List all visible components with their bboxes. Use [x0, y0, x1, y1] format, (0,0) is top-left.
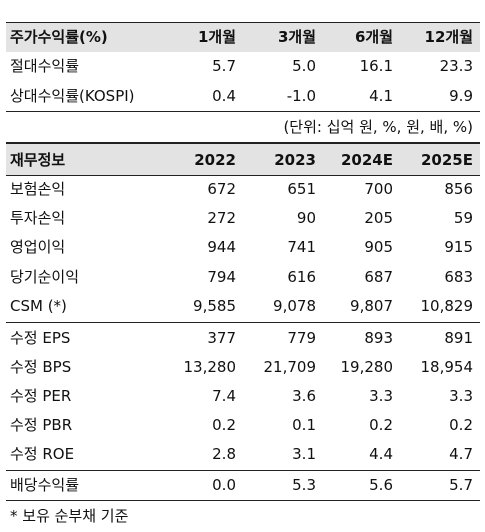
row-label: 배당수익률 [10, 476, 80, 494]
row-value: 683 [444, 268, 473, 286]
header-label: 재무정보 [10, 151, 66, 169]
row-value: 672 [207, 180, 236, 198]
row-value: 5.0 [292, 57, 316, 75]
header-value: 2025E [421, 151, 473, 169]
row-value: 4.7 [449, 445, 473, 463]
row-label: 수정 EPS [10, 329, 71, 347]
row-value: 0.2 [369, 416, 393, 434]
row-value: 9,807 [350, 297, 393, 315]
rule [6, 22, 480, 23]
row-value: 687 [364, 268, 393, 286]
row-value: 5.3 [292, 476, 316, 494]
row-label: 영업이익 [10, 238, 66, 256]
row-label: 당기순이익 [10, 268, 80, 286]
row-value: 856 [444, 180, 473, 198]
header-value: 1개월 [197, 28, 236, 46]
row-label: CSM (*) [10, 297, 67, 315]
header-label: 주가수익률(%) [10, 28, 108, 46]
row-value: 7.4 [212, 387, 236, 405]
row-value: 5.7 [212, 57, 236, 75]
row-label: 절대수익률 [10, 57, 80, 75]
rule [6, 470, 480, 471]
row-value: 9.9 [449, 87, 473, 105]
row-value: 0.0 [212, 476, 236, 494]
header-band [6, 22, 480, 52]
row-value: 651 [287, 180, 316, 198]
row-value: 4.1 [369, 87, 393, 105]
row-value: 5.6 [369, 476, 393, 494]
row-label: 투자손익 [10, 209, 66, 227]
row-label: 수정 PBR [10, 416, 73, 434]
row-value: 700 [364, 180, 393, 198]
row-value: 377 [207, 329, 236, 347]
row-value: 0.2 [449, 416, 473, 434]
header-value: 2022 [194, 151, 236, 169]
row-value: 205 [364, 209, 393, 227]
row-value: 3.1 [292, 445, 316, 463]
row-value: 915 [444, 238, 473, 256]
row-label: 수정 BPS [10, 358, 72, 376]
header-value: 2024E [341, 151, 393, 169]
row-value: 19,280 [340, 358, 394, 376]
row-value: 794 [207, 268, 236, 286]
row-value: 9,078 [273, 297, 316, 315]
row-value: 3.6 [292, 387, 316, 405]
row-value: 3.3 [369, 387, 393, 405]
row-value: 21,709 [263, 358, 317, 376]
row-value: 616 [287, 268, 316, 286]
row-value: 18,954 [420, 358, 474, 376]
row-value: 891 [444, 329, 473, 347]
row-value: 944 [207, 238, 236, 256]
footnote: * 보유 순부채 기준 [10, 507, 129, 525]
row-value: 2.8 [212, 445, 236, 463]
row-value: 59 [453, 209, 473, 227]
row-value: 0.2 [212, 416, 236, 434]
row-value: 0.4 [212, 87, 236, 105]
row-value: 5.7 [449, 476, 473, 494]
rule [6, 142, 480, 144]
row-value: 13,280 [183, 358, 237, 376]
header-value: 6개월 [354, 28, 393, 46]
row-value: 9,585 [193, 297, 236, 315]
row-label: 상대수익률(KOSPI) [10, 87, 135, 105]
row-value: 779 [287, 329, 316, 347]
row-value: 905 [364, 238, 393, 256]
row-value: 741 [287, 238, 316, 256]
row-value: 4.4 [369, 445, 393, 463]
row-value: 893 [364, 329, 393, 347]
header-value: 3개월 [277, 28, 316, 46]
row-value: 10,829 [420, 297, 474, 315]
rule [6, 111, 480, 112]
header-band [6, 144, 480, 175]
rule [6, 500, 480, 501]
unit-note: (단위: 십억 원, %, 원, 배, %) [283, 118, 473, 136]
row-value: 90 [296, 209, 316, 227]
row-value: 3.3 [449, 387, 473, 405]
row-value: 0.1 [292, 416, 316, 434]
row-value: 16.1 [359, 57, 393, 75]
row-value: -1.0 [286, 87, 316, 105]
row-value: 272 [207, 209, 236, 227]
row-label: 보험손익 [10, 180, 66, 198]
row-label: 수정 ROE [10, 445, 75, 463]
row-label: 수정 PER [10, 387, 72, 405]
rule [6, 175, 480, 176]
header-value: 2023 [274, 151, 316, 169]
row-value: 23.3 [439, 57, 473, 75]
header-value: 12개월 [424, 28, 473, 46]
rule [6, 322, 480, 323]
